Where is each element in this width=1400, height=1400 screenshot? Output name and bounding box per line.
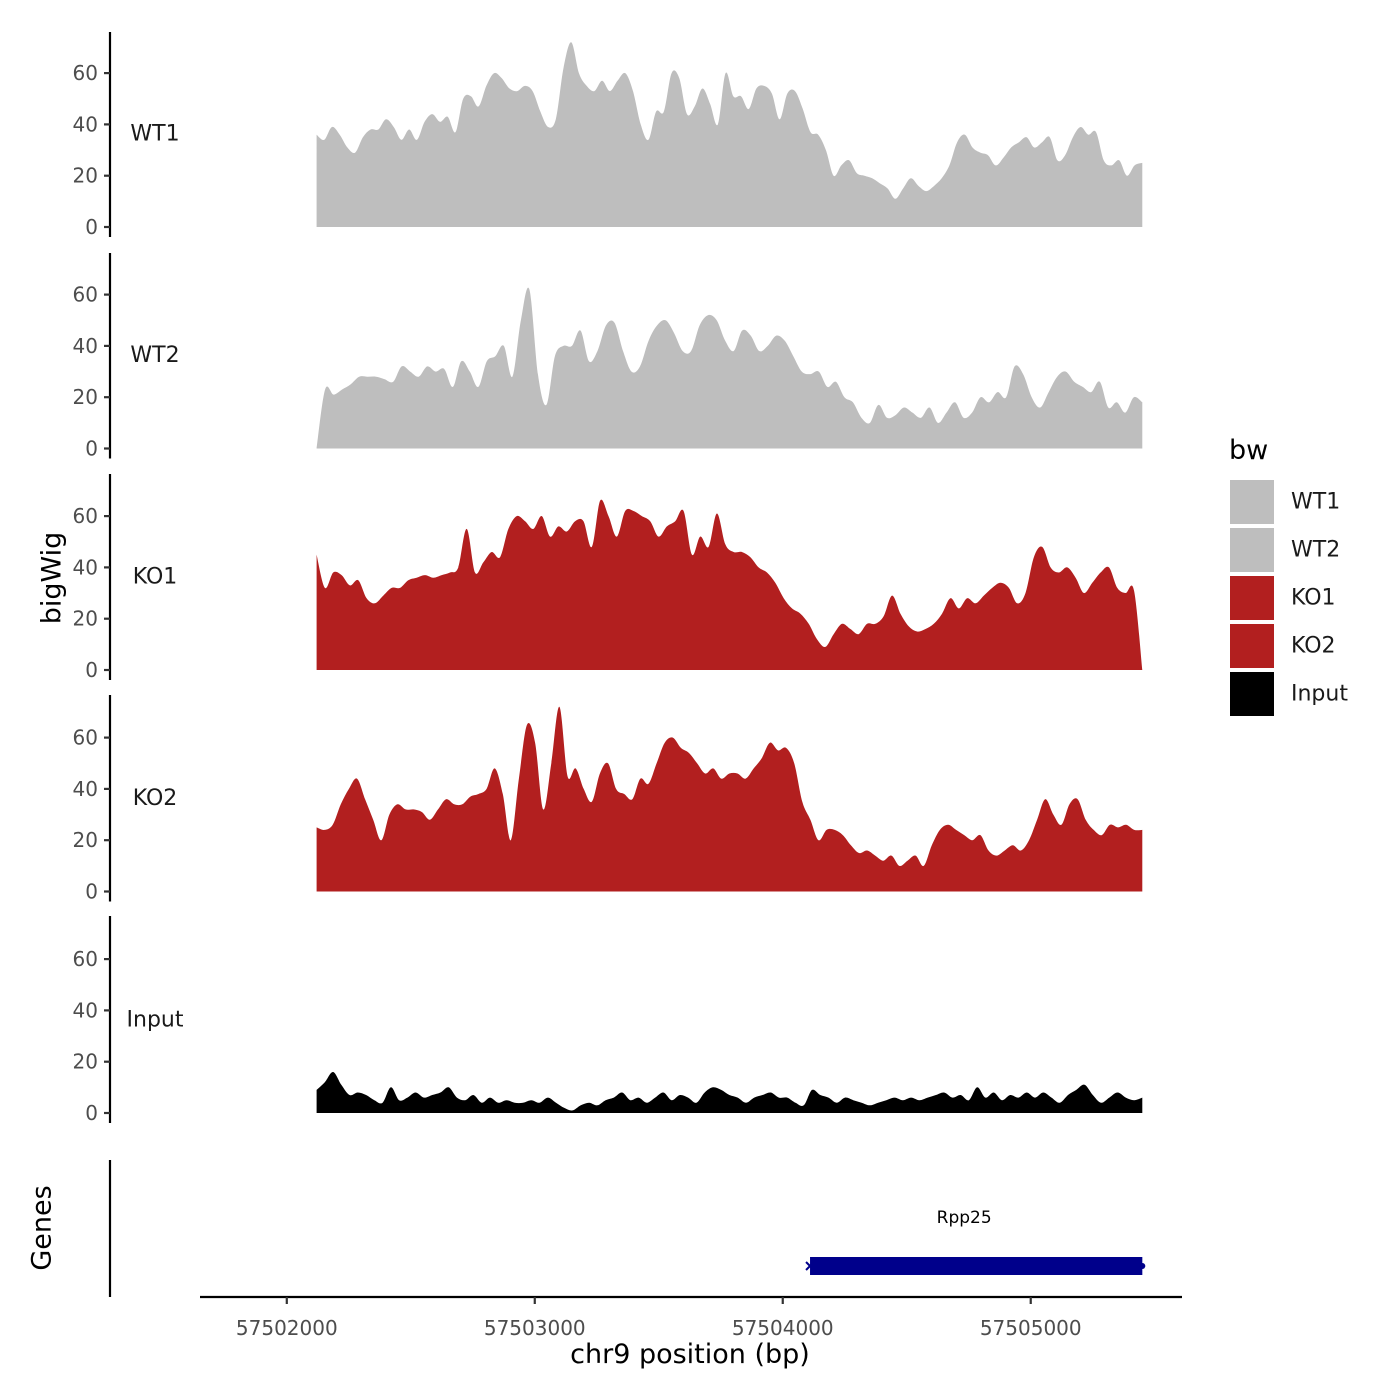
legend-label: WT1 <box>1291 490 1340 515</box>
legend-title: bw <box>1229 435 1268 466</box>
y-tick-label: 20 <box>73 164 98 188</box>
legend-swatch <box>1230 624 1274 668</box>
y-tick-label: 20 <box>73 385 98 409</box>
legend-swatch <box>1230 672 1274 716</box>
gene-end-marker <box>1139 1263 1146 1269</box>
y-tick-label: 0 <box>85 215 98 239</box>
track-input: 0 20 40 60 Input <box>73 916 1143 1125</box>
legend-entry-wt2: WT2 <box>1230 528 1340 572</box>
y-tick-label: 60 <box>73 61 98 85</box>
track-label: WT1 <box>130 122 179 147</box>
y-tick-label: 0 <box>85 658 98 682</box>
y-tick-label: 40 <box>73 777 98 801</box>
x-axis: 57502000 57503000 57504000 57505000 <box>200 1295 1182 1340</box>
legend-label: KO1 <box>1291 586 1336 611</box>
track-wt1: 0 20 40 60 WT1 <box>73 32 1143 239</box>
y-tick-label: 20 <box>73 1050 98 1074</box>
area-wt2 <box>316 287 1143 449</box>
legend-entry-ko2: KO2 <box>1230 624 1336 668</box>
gene-rpp25: Rpp25 <box>805 1208 1146 1275</box>
legend-swatch <box>1230 528 1274 572</box>
gene-start-marker <box>805 1261 815 1271</box>
legend-label: WT2 <box>1291 538 1340 563</box>
track-ko2: 0 20 40 60 KO2 <box>73 695 1143 904</box>
track-label: Input <box>127 1008 184 1033</box>
y-tick-label: 40 <box>73 998 98 1022</box>
legend-label: Input <box>1291 682 1348 707</box>
y-tick-label: 60 <box>73 504 98 528</box>
track-ko1: 0 20 40 60 KO1 <box>73 474 1143 682</box>
legend-entry-wt1: WT1 <box>1230 480 1340 524</box>
x-tick-label: 57503000 <box>484 1316 586 1340</box>
legend-entry-input: Input <box>1230 672 1348 716</box>
y-tick-label: 0 <box>85 437 98 461</box>
track-label: WT2 <box>130 343 179 368</box>
y-axis-title: bigWig <box>37 532 68 625</box>
gene-body <box>810 1257 1143 1275</box>
area-ko1 <box>316 499 1143 670</box>
y-tick-label: 0 <box>85 880 98 904</box>
area-input <box>316 1071 1143 1113</box>
legend-label: KO2 <box>1291 634 1336 659</box>
x-axis-title: chr9 position (bp) <box>570 1339 810 1370</box>
legend-swatch <box>1230 576 1274 620</box>
legend-swatch <box>1230 480 1274 524</box>
y-tick-label: 60 <box>73 726 98 750</box>
track-wt2: 0 20 40 60 WT2 <box>73 253 1143 461</box>
area-wt1 <box>316 42 1143 228</box>
gene-panel: Rpp25 <box>108 1160 1146 1297</box>
legend: bw WT1 WT2 KO1 KO2 Input <box>1229 435 1348 716</box>
coverage-tracks: 0 20 40 60 WT1 0 20 40 60 WT2 0 20 40 60 KO1 0 20 40 60 KO2… <box>73 32 1143 1125</box>
legend-entry-ko1: KO1 <box>1230 576 1336 620</box>
genes-axis-title: Genes <box>27 1185 58 1270</box>
track-label: KO2 <box>133 786 178 811</box>
y-tick-label: 60 <box>73 283 98 307</box>
y-tick-label: 20 <box>73 607 98 631</box>
track-label: KO1 <box>133 565 178 590</box>
y-tick-label: 60 <box>73 947 98 971</box>
area-ko2 <box>316 706 1143 892</box>
x-tick-label: 57505000 <box>980 1316 1082 1340</box>
y-tick-label: 40 <box>73 112 98 136</box>
y-tick-label: 20 <box>73 828 98 852</box>
y-tick-label: 0 <box>85 1101 98 1125</box>
y-tick-label: 40 <box>73 334 98 358</box>
x-tick-label: 57502000 <box>236 1316 338 1340</box>
x-tick-label: 57504000 <box>732 1316 834 1340</box>
gene-label: Rpp25 <box>937 1208 992 1228</box>
y-tick-label: 40 <box>73 555 98 579</box>
